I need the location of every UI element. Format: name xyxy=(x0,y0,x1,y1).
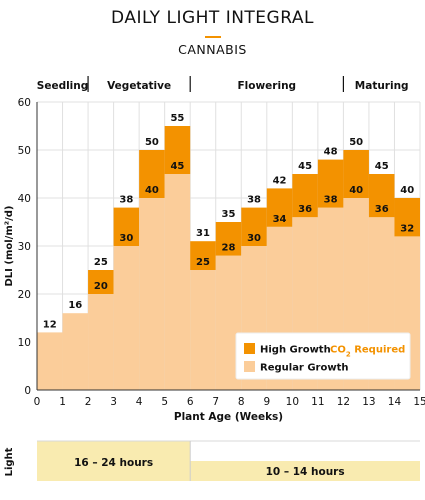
legend-swatch-high xyxy=(244,343,255,354)
bar-regular xyxy=(62,313,89,390)
label-high-value: 55 xyxy=(170,113,184,124)
bar-high-growth xyxy=(266,188,293,227)
label-high-value: 25 xyxy=(94,257,108,268)
bar-high-growth xyxy=(343,150,369,198)
label-regular-value: 40 xyxy=(145,185,159,196)
chart-subtitle: CANNABIS xyxy=(178,42,247,57)
x-tick-label: 14 xyxy=(388,396,402,408)
x-axis-title: Plant Age (Weeks) xyxy=(174,411,283,423)
light-band-long xyxy=(37,441,191,481)
label-regular-value: 20 xyxy=(94,281,108,292)
bar-high-growth xyxy=(394,198,420,237)
legend-box xyxy=(235,332,411,380)
label-high-value: 48 xyxy=(324,147,338,158)
x-tick-label: 15 xyxy=(413,396,425,408)
label-regular-value: 40 xyxy=(349,185,363,196)
bar-regular xyxy=(139,198,165,390)
x-tick-label: 10 xyxy=(286,396,299,408)
label-high-value: 35 xyxy=(222,209,236,220)
bar-high-growth xyxy=(164,126,191,174)
label-high-value: 42 xyxy=(273,175,287,186)
y-tick-label: 0 xyxy=(24,385,31,397)
stage-label: Maturing xyxy=(355,80,409,92)
y-tick-label: 30 xyxy=(18,241,31,253)
x-tick-label: 13 xyxy=(362,396,375,408)
chart-title: DAILY LIGHT INTEGRAL xyxy=(111,8,314,28)
x-tick-label: 11 xyxy=(311,396,324,408)
label-regular-value: 30 xyxy=(247,233,261,244)
light-band-short xyxy=(190,461,420,481)
bar-high-growth xyxy=(190,241,216,270)
stage-label: Seedling xyxy=(37,80,89,92)
label-regular-value: 16 xyxy=(68,300,82,311)
x-tick-label: 4 xyxy=(136,396,143,408)
label-high-value: 50 xyxy=(145,137,159,148)
y-axis-title: DLI (mol/m²/d) xyxy=(4,206,15,287)
light-band-long-label: 16 – 24 hours xyxy=(74,457,153,469)
bar-high-growth xyxy=(241,207,267,246)
title-accent-line xyxy=(205,36,221,38)
x-tick-label: 5 xyxy=(161,396,168,408)
bar-high-growth xyxy=(88,270,114,294)
label-regular-value: 12 xyxy=(43,319,57,330)
label-high-value: 31 xyxy=(196,228,210,239)
bar-regular xyxy=(37,332,63,390)
bar-high-growth xyxy=(139,150,165,198)
label-regular-value: 28 xyxy=(222,243,236,254)
stage-label: Flowering xyxy=(238,80,297,92)
bar-regular xyxy=(164,174,191,390)
bar-high-growth xyxy=(368,174,395,218)
label-high-value: 40 xyxy=(400,185,414,196)
label-regular-value: 32 xyxy=(400,223,414,234)
x-tick-label: 12 xyxy=(337,396,350,408)
legend-co2-note: CO2 Required xyxy=(330,345,405,359)
x-tick-label: 7 xyxy=(212,396,219,408)
bar-high-growth xyxy=(215,222,242,256)
x-tick-label: 1 xyxy=(59,396,66,408)
x-tick-label: 6 xyxy=(187,396,194,408)
y-tick-label: 20 xyxy=(18,289,31,301)
label-regular-value: 34 xyxy=(273,214,287,225)
y-tick-label: 60 xyxy=(18,97,31,109)
x-tick-label: 9 xyxy=(263,396,270,408)
label-regular-value: 25 xyxy=(196,257,210,268)
stage-label: Vegetative xyxy=(107,80,171,92)
x-tick-label: 2 xyxy=(85,396,92,408)
label-high-value: 45 xyxy=(298,161,312,172)
label-high-value: 50 xyxy=(349,137,363,148)
bar-regular xyxy=(113,246,140,390)
x-tick-label: 0 xyxy=(34,396,41,408)
label-regular-value: 38 xyxy=(324,195,338,206)
y-tick-label: 50 xyxy=(18,145,31,157)
label-regular-value: 30 xyxy=(119,233,133,244)
legend-label-regular: Regular Growth xyxy=(260,363,349,374)
legend-label-high: High Growth xyxy=(260,345,331,356)
bar-regular xyxy=(88,294,114,390)
legend-swatch-regular xyxy=(244,361,255,372)
label-regular-value: 45 xyxy=(170,161,184,172)
y-tick-label: 10 xyxy=(18,337,31,349)
label-regular-value: 36 xyxy=(298,204,312,215)
label-high-value: 38 xyxy=(119,195,133,206)
bar-regular xyxy=(190,270,216,390)
label-high-value: 45 xyxy=(375,161,389,172)
light-band-short-label: 10 – 14 hours xyxy=(266,466,345,478)
x-tick-label: 3 xyxy=(110,396,117,408)
label-high-value: 38 xyxy=(247,195,261,206)
bar-high-growth xyxy=(317,159,344,208)
x-tick-label: 8 xyxy=(238,396,245,408)
bar-high-growth xyxy=(113,207,140,246)
y-tick-label: 40 xyxy=(18,193,31,205)
label-regular-value: 36 xyxy=(375,204,389,215)
bar-high-growth xyxy=(292,174,318,218)
light-row-label: Light xyxy=(4,447,15,476)
